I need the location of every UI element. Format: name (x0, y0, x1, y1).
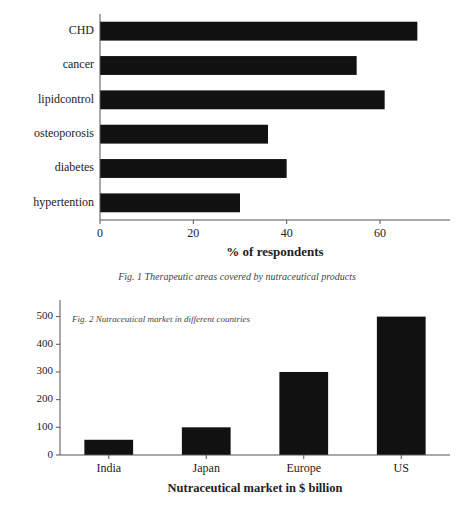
y-tick-label: cancer (63, 57, 94, 71)
y-tick-label: osteoporosis (34, 126, 94, 140)
bar (100, 125, 268, 144)
y-tick (56, 344, 60, 345)
x-tick-label: India (96, 461, 121, 475)
bar (377, 317, 426, 455)
y-tick-label: 400 (37, 337, 54, 349)
y-tick (56, 399, 60, 400)
y-tick (56, 427, 60, 428)
bar (100, 56, 357, 75)
x-tick (380, 220, 381, 224)
chart-root: CHD cancer lipidcontrol osteoporosis diabete… (0, 0, 474, 515)
y-axis-line (100, 14, 101, 220)
x-axis-label: % of respondents (226, 244, 323, 259)
x-tick (206, 455, 207, 459)
y-tick (56, 371, 60, 372)
x-tick-label: Japan (193, 461, 220, 475)
y-tick-label: 100 (37, 420, 54, 432)
chart: India Japan Europe US 0 100 200 300 400 500 Nutrac… (37, 300, 451, 495)
x-tick-label: 40 (281, 226, 293, 240)
caption: Fig. 2 Nutraceutical market in different… (71, 314, 250, 324)
x-tick (108, 455, 109, 459)
chart: CHD cancer lipidcontrol osteoporosis diabete… (33, 14, 450, 282)
x-tick (303, 455, 304, 459)
x-tick-label: 60 (374, 226, 386, 240)
y-axis-line (60, 300, 61, 455)
x-axis-line (60, 455, 450, 456)
x-tick (401, 455, 402, 459)
y-tick-label: diabetes (55, 160, 95, 174)
x-axis-label: Nutraceutical market in $ billion (168, 481, 343, 495)
bar (100, 22, 417, 41)
bar (100, 159, 287, 178)
bar (182, 427, 231, 455)
x-axis-line (100, 220, 450, 221)
y-tick-label: hypertention (33, 195, 94, 209)
x-tick-label: US (394, 461, 409, 475)
x-tick-label: Europe (286, 461, 321, 475)
y-tick-label: 0 (48, 448, 54, 460)
bar (279, 372, 328, 455)
x-tick (286, 220, 287, 224)
y-tick-label: 500 (37, 309, 54, 321)
bars (84, 317, 425, 455)
y-tick-label: 200 (37, 392, 54, 404)
x-tick (193, 220, 194, 224)
bar (100, 193, 240, 212)
y-tick-label: 300 (37, 364, 54, 376)
y-tick (56, 316, 60, 317)
bar (100, 90, 385, 109)
chart-svg: CHD cancer lipidcontrol osteoporosis diabete… (0, 0, 474, 515)
x-tick (100, 220, 101, 224)
x-tick-label: 20 (187, 226, 199, 240)
bar (84, 440, 133, 455)
caption: Fig. 1 Therapeutic areas covered by nutr… (117, 271, 356, 282)
y-tick-label: CHD (69, 23, 95, 37)
y-tick (56, 455, 60, 456)
bars (100, 22, 417, 213)
y-tick-label: lipidcontrol (38, 92, 95, 106)
x-tick-label: 0 (97, 226, 103, 240)
